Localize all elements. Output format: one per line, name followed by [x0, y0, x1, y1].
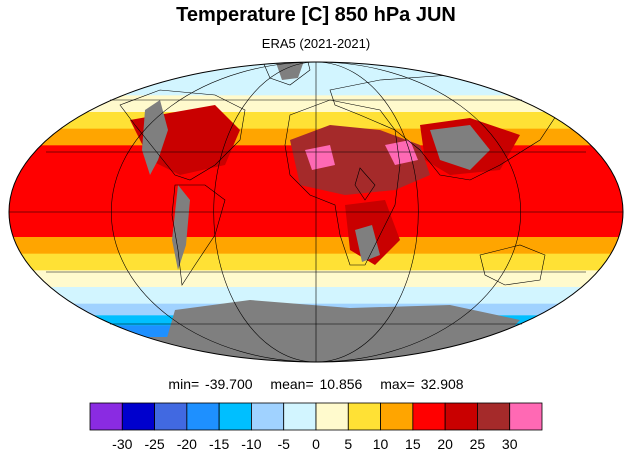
colorbar-swatch [509, 402, 543, 431]
coastlines [119, 62, 561, 286]
colorbar-swatch [347, 402, 381, 431]
colorbar-swatch [380, 402, 414, 431]
colorbar-swatch [121, 402, 155, 431]
stats-line: min= -39.700 mean= 10.856 max= 32.908 [0, 376, 632, 392]
andes-missing [172, 185, 190, 270]
sahara-hot [290, 125, 430, 195]
colorbar-tick-label: 5 [344, 436, 353, 452]
colorbar-swatch [315, 402, 349, 431]
min-stat: min= -39.700 [168, 376, 253, 392]
colorbar-tick-label: 20 [437, 436, 453, 452]
south-africa-missing [355, 225, 380, 262]
colorbar-swatch [477, 402, 511, 431]
colorbar-tick-label: -20 [176, 436, 197, 452]
figure-title: Temperature [C] 850 hPa JUN [176, 4, 456, 26]
colorbar-swatch [283, 402, 317, 431]
antarctica-missing [160, 300, 520, 362]
rockies-missing [142, 100, 168, 175]
colorbar-tick-label: -30 [112, 436, 133, 452]
mean-stat: mean= 10.856 [270, 376, 363, 392]
figure-subtitle: ERA5 (2021-2021) [261, 36, 371, 51]
colorbar-tick-label: 15 [405, 436, 421, 452]
colorbar-swatch [444, 402, 478, 431]
colorbar-swatch [154, 402, 188, 431]
colorbar-tick-label: -25 [144, 436, 165, 452]
globe-outline [8, 61, 624, 363]
colorbar-swatch [89, 402, 123, 431]
tibet-missing [430, 125, 490, 170]
sahara-max-patch [305, 145, 335, 170]
greenland-missing [275, 62, 305, 80]
colorbar-tick-label: -15 [209, 436, 230, 452]
colorbar-tick-label: 25 [469, 436, 486, 452]
colorbar-swatch [412, 402, 446, 431]
colorbar-swatch [186, 402, 220, 431]
arabia-max-patch [385, 140, 418, 165]
colorbar-tick-label: -5 [277, 436, 290, 452]
colorbar-tick-label: -10 [241, 436, 262, 452]
colorbar-tick-label: 0 [312, 436, 320, 452]
max-stat: max= 32.908 [380, 376, 464, 392]
colorbar-tick-label: 10 [372, 436, 389, 452]
colorbar-tick-label: 30 [501, 436, 518, 452]
colorbar-swatch [251, 402, 285, 431]
colorbar-swatch [218, 402, 252, 431]
missing-data-areas [142, 62, 520, 362]
